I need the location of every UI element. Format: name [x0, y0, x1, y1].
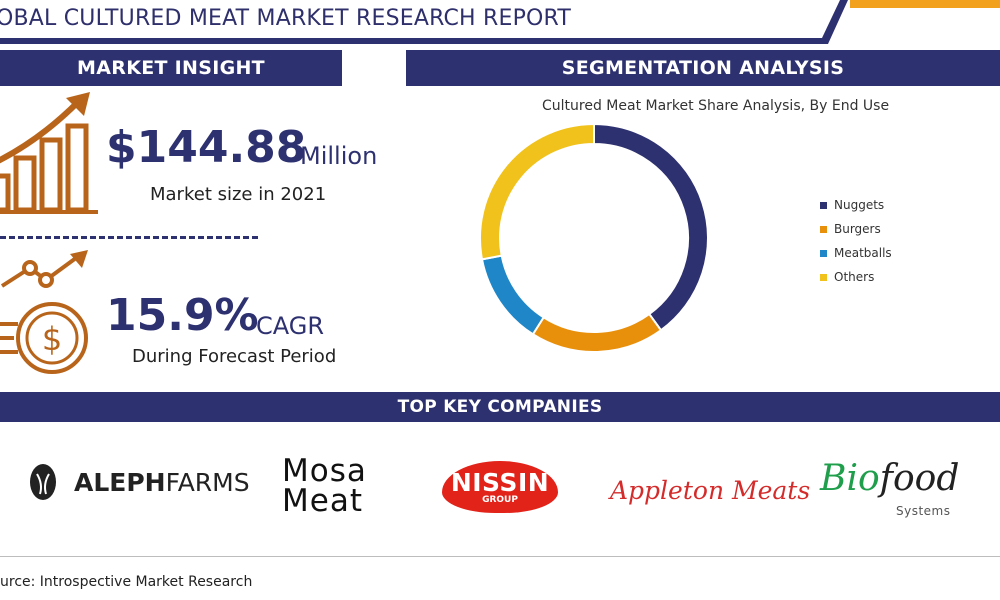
dollar-growth-icon: $	[0, 250, 88, 374]
legend-swatch	[820, 225, 827, 233]
mosa-meat-logo: Mosa Meat	[282, 453, 367, 519]
report-title: OBAL CULTURED MEAT MARKET RESEARCH REPOR…	[0, 6, 572, 31]
growth-chart-icon	[0, 92, 98, 214]
title-bar: OBAL CULTURED MEAT MARKET RESEARCH REPOR…	[0, 0, 1000, 46]
legend-label: Burgers	[834, 222, 881, 236]
market-insight-header: MARKET INSIGHT	[0, 50, 342, 86]
donut-slice-burgers	[531, 312, 663, 353]
end-use-donut-chart	[479, 122, 709, 353]
legend-label: Nuggets	[834, 198, 885, 212]
source-note: urce: Introspective Market Research	[0, 574, 253, 590]
systems-word: Systems	[896, 504, 951, 518]
nissin-group-logo: NISSIN GROUP	[442, 461, 558, 513]
nissin-word: NISSIN	[450, 468, 550, 497]
cagr-value: 15.9%	[106, 290, 259, 341]
donut-slice-others	[479, 122, 595, 261]
nissin-badge: NISSIN	[442, 461, 558, 513]
legend-item-meatballs: Meatballs	[820, 241, 892, 265]
donut-slice-nuggets	[593, 122, 709, 332]
mosa-word: Mosa	[282, 453, 367, 489]
market-size-value: $144.88	[106, 122, 307, 173]
aleph-word: ALEPH	[74, 467, 166, 497]
legend-swatch	[820, 201, 827, 209]
segmentation-analysis-header: SEGMENTATION ANALYSIS	[406, 50, 1000, 86]
legend-label: Meatballs	[834, 246, 892, 260]
dashed-divider	[0, 236, 258, 239]
top-key-companies-header: TOP KEY COMPANIES	[0, 392, 1000, 422]
legend-item-nuggets: Nuggets	[820, 193, 892, 217]
farms-word: FARMS	[165, 467, 250, 497]
market-size-unit: Million	[300, 142, 378, 170]
bio-word: Bio	[820, 458, 880, 499]
footer-divider	[0, 556, 1000, 557]
food-word: food	[879, 458, 960, 499]
cagr-caption: During Forecast Period	[132, 346, 337, 367]
market-size-caption: Market size in 2021	[150, 184, 327, 205]
aleph-farms-logo: ALEPHFARMS	[28, 462, 250, 502]
legend-swatch	[820, 249, 827, 257]
appleton-meats-logo: Appleton Meats	[610, 476, 811, 505]
chart-title: Cultured Meat Market Share Analysis, By …	[542, 98, 890, 114]
meat-word: Meat	[282, 483, 363, 519]
legend-item-others: Others	[820, 265, 892, 289]
legend-item-burgers: Burgers	[820, 217, 892, 241]
aleph-cow-icon	[30, 464, 56, 500]
legend-swatch	[820, 273, 827, 281]
legend-label: Others	[834, 270, 875, 284]
group-word: GROUP	[482, 495, 518, 505]
title-bar-graphic	[0, 0, 1000, 44]
chart-legend: Nuggets Burgers Meatballs Others	[820, 193, 892, 289]
donut-slice-meatballs	[480, 254, 546, 336]
biofood-systems-logo: Biofood Systems	[820, 458, 960, 518]
cagr-unit: CAGR	[256, 312, 325, 340]
svg-text:$: $	[42, 320, 62, 358]
